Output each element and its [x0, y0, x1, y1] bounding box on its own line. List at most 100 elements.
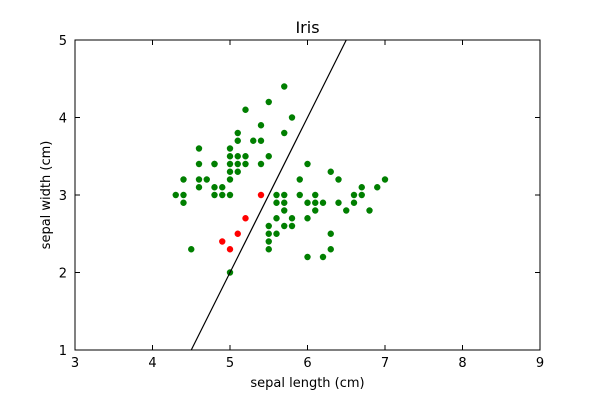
green-data-point: [304, 199, 311, 206]
green-data-point: [195, 160, 203, 168]
green-data-point: [273, 191, 280, 199]
green-data-point: [180, 199, 187, 206]
y-tick-label: 1: [59, 344, 67, 359]
points-layer: [172, 83, 389, 276]
green-data-point: [381, 176, 389, 183]
green-data-point: [219, 184, 226, 191]
x-tick-label: 9: [536, 356, 544, 371]
y-tick-label: 2: [59, 267, 67, 282]
green-data-point: [211, 160, 218, 168]
green-data-point: [265, 230, 272, 237]
green-data-point: [312, 191, 319, 199]
green-data-point: [327, 230, 334, 237]
green-data-point: [281, 83, 288, 90]
green-data-point: [172, 191, 179, 199]
decision-line: [190, 40, 347, 350]
green-data-point: [343, 207, 350, 214]
green-data-point: [211, 191, 218, 199]
green-data-point: [350, 199, 358, 206]
green-data-point: [312, 199, 319, 206]
green-data-point: [288, 114, 296, 121]
x-tick-label: 5: [226, 356, 234, 371]
green-data-point: [242, 153, 249, 160]
green-data-point: [180, 191, 187, 199]
green-data-point: [257, 137, 265, 144]
green-data-point: [281, 207, 288, 214]
x-tick-label: 4: [148, 356, 156, 371]
red-data-point: [226, 246, 234, 253]
green-data-point: [188, 246, 195, 253]
green-data-point: [288, 215, 296, 222]
x-tick-label: 8: [458, 356, 466, 371]
green-data-point: [180, 176, 187, 183]
green-data-point: [335, 176, 342, 183]
green-data-point: [195, 176, 203, 183]
y-tick-label: 4: [59, 112, 67, 127]
green-data-point: [226, 145, 234, 152]
x-axis-label: sepal length (cm): [250, 376, 364, 391]
green-data-point: [265, 98, 272, 106]
green-data-point: [281, 199, 288, 206]
green-data-point: [288, 222, 296, 230]
green-data-point: [257, 122, 265, 129]
green-data-point: [304, 160, 311, 168]
green-data-point: [273, 230, 280, 237]
chart-title: Iris: [295, 18, 319, 37]
green-data-point: [296, 191, 303, 199]
green-data-point: [265, 246, 272, 253]
green-data-point: [312, 207, 319, 214]
green-data-point: [234, 153, 241, 160]
plot-frame: [74, 39, 541, 351]
y-axis-label: sepal width (cm): [39, 141, 54, 250]
green-data-point: [234, 160, 241, 168]
y-tick-label: 3: [59, 189, 67, 204]
green-data-point: [265, 222, 272, 230]
green-data-point: [281, 191, 288, 199]
green-data-point: [195, 145, 203, 152]
green-data-point: [226, 191, 234, 199]
green-data-point: [319, 253, 327, 261]
y-tick-label: 5: [59, 34, 67, 49]
green-data-point: [226, 153, 234, 160]
x-tick-label: 7: [381, 356, 389, 371]
x-tick-label: 3: [71, 356, 79, 371]
red-data-point: [234, 230, 241, 237]
green-data-point: [265, 238, 272, 245]
green-data-point: [335, 199, 342, 206]
green-data-point: [358, 184, 365, 191]
red-data-point: [242, 215, 249, 222]
red-data-point: [219, 238, 226, 245]
green-data-point: [226, 160, 234, 168]
green-data-point: [374, 184, 381, 191]
green-data-point: [366, 207, 373, 214]
red-data-point: [257, 191, 265, 199]
green-data-point: [234, 168, 241, 175]
green-data-point: [304, 253, 311, 261]
green-data-point: [219, 191, 226, 199]
green-data-point: [211, 184, 218, 191]
green-data-point: [226, 168, 234, 175]
green-data-point: [350, 191, 358, 199]
green-data-point: [234, 129, 241, 137]
decision-line-layer: [190, 40, 347, 350]
green-data-point: [327, 246, 334, 253]
green-data-point: [242, 106, 249, 113]
green-data-point: [242, 160, 249, 168]
green-data-point: [265, 153, 272, 160]
green-data-point: [234, 137, 241, 144]
green-data-point: [319, 199, 327, 206]
green-data-point: [304, 215, 311, 222]
green-data-point: [273, 215, 280, 222]
green-data-point: [195, 184, 203, 191]
green-data-point: [281, 222, 288, 230]
green-data-point: [296, 176, 303, 183]
green-data-point: [327, 168, 334, 175]
green-data-point: [250, 137, 257, 144]
green-data-point: [281, 129, 288, 137]
green-data-point: [273, 199, 280, 206]
green-data-point: [257, 160, 265, 168]
green-data-point: [226, 176, 234, 183]
green-data-point: [203, 176, 210, 183]
